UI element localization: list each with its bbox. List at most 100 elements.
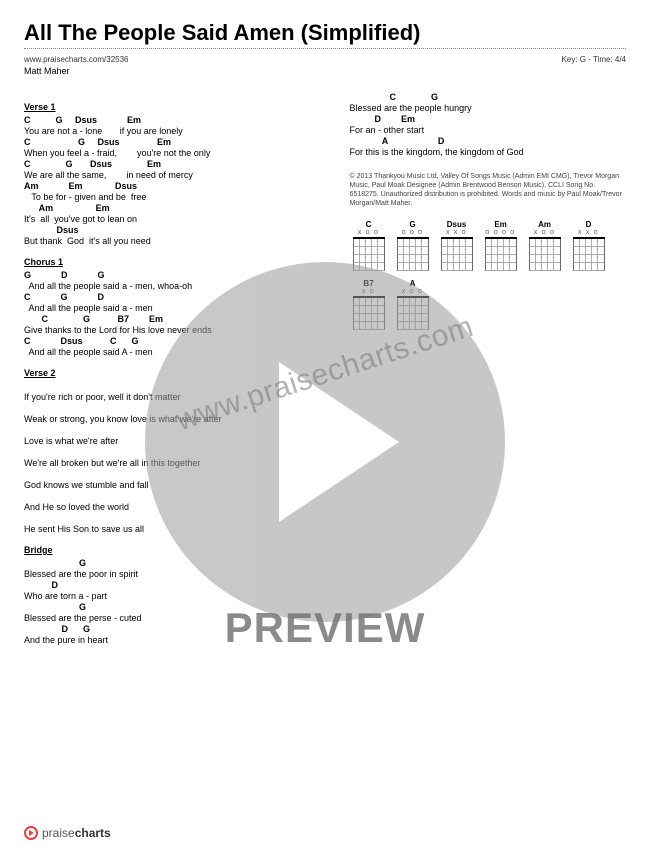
chord-name: Em — [482, 220, 520, 229]
lyric-text: Love is what we're after — [24, 436, 118, 446]
chord-diagram: CX O O — [350, 220, 388, 273]
lyric-line: C GBlessed are the people hungry — [350, 92, 626, 114]
lyric-text: God knows we stumble and fall — [24, 480, 149, 490]
lyric-text: And all the people said a - men — [24, 303, 153, 313]
lyric-text: Who are torn a - part — [24, 591, 107, 601]
lyric-line: D EmFor an - other start — [350, 114, 626, 136]
chord-fingering: X X O — [438, 230, 476, 236]
left-column: Verse 1C G Dsus EmYou are not a - lone i… — [24, 92, 330, 646]
chord-row: D — [24, 580, 58, 590]
fretboard — [441, 237, 473, 273]
chord-name: A — [394, 279, 432, 288]
lyric-line: C G D And all the people said a - men — [24, 292, 330, 314]
section-title: Bridge — [24, 545, 330, 555]
lyric-line: A DFor this is the kingdom, the kingdom … — [350, 136, 626, 158]
fretboard — [353, 237, 385, 273]
lyric-text: And all the people said a - men, whoa-oh — [24, 281, 192, 291]
right-column: C GBlessed are the people hungry D EmFor… — [350, 92, 626, 646]
chord-fingering: O O O O — [482, 230, 520, 236]
lyric-line: Am Em Dsus To be for - given and be free — [24, 181, 330, 203]
lyric-line: Love is what we're after — [24, 425, 330, 447]
lyric-text: You are not a - lone if you are lonely — [24, 126, 183, 136]
chord-diagram: AmX O O — [526, 220, 564, 273]
chord-row: A D — [350, 136, 445, 146]
footer-brand: praisecharts — [24, 826, 111, 840]
chord-name: Dsus — [438, 220, 476, 229]
lyric-line: D GAnd the pure in heart — [24, 624, 330, 646]
section-title: Verse 1 — [24, 102, 330, 112]
chord-name: C — [350, 220, 388, 229]
chord-fingering: X X O — [570, 230, 608, 236]
fretboard — [397, 296, 429, 332]
chord-fingering: X O — [350, 289, 388, 295]
fretboard — [485, 237, 517, 273]
fretboard — [529, 237, 561, 273]
chord-fingering: X O O — [394, 289, 432, 295]
key-time: Key: G · Time: 4/4 — [562, 55, 626, 64]
lyric-text: Blessed are the poor in spirit — [24, 569, 138, 579]
chord-row: Am Em Dsus — [24, 181, 137, 191]
chord-diagram: DX X O — [570, 220, 608, 273]
lyric-text: Give thanks to the Lord for His love nev… — [24, 325, 212, 335]
chord-row: C G Dsus Em — [24, 137, 171, 147]
chord-row: Am Em — [24, 203, 110, 213]
fretboard — [353, 296, 385, 332]
fretboard — [573, 237, 605, 273]
lyric-line: He sent His Son to save us all — [24, 513, 330, 535]
fretboard — [397, 237, 429, 273]
lyric-text: To be for - given and be free — [24, 192, 146, 202]
section-title: Verse 2 — [24, 368, 330, 378]
artist-name: Matt Maher — [24, 66, 626, 76]
divider — [24, 48, 626, 49]
chord-diagram: EmO O O O — [482, 220, 520, 273]
lyric-line: DsusBut thank God it's all you need — [24, 225, 330, 247]
chord-name: D — [570, 220, 608, 229]
lyric-line: G D G And all the people said a - men, w… — [24, 270, 330, 292]
lyric-line: God knows we stumble and fall — [24, 469, 330, 491]
lyric-text: And He so loved the world — [24, 502, 129, 512]
lyric-text: We are all the same, in need of mercy — [24, 170, 193, 180]
chord-fingering: X O O — [526, 230, 564, 236]
chord-row: C G Dsus Em — [24, 159, 161, 169]
chord-row: C G Dsus Em — [24, 115, 141, 125]
lyric-text: For an - other start — [350, 125, 425, 135]
lyric-line: C Dsus C G And all the people said A - m… — [24, 336, 330, 358]
chord-row: C G — [350, 92, 439, 102]
lyric-text: And the pure in heart — [24, 635, 108, 645]
lyric-line: DWho are torn a - part — [24, 580, 330, 602]
chord-diagram: G O O O — [394, 220, 432, 273]
chord-row: G D G — [24, 270, 105, 280]
chord-name: G — [394, 220, 432, 229]
chord-name: B7 — [350, 279, 388, 288]
chord-diagram: B7X O — [350, 279, 388, 332]
lyric-text: And all the people said A - men — [24, 347, 153, 357]
lyric-text: If you're rich or poor, well it don't ma… — [24, 392, 181, 402]
source-url: www.praisecharts.com/32536 — [24, 55, 129, 64]
copyright-text: © 2013 Thankyou Music Ltd, Valley Of Son… — [350, 172, 626, 208]
chord-row: C Dsus C G — [24, 336, 139, 346]
play-icon — [24, 826, 38, 840]
lyric-text: Blessed are the perse - cuted — [24, 613, 142, 623]
lyric-text: It's all you've got to lean on — [24, 214, 137, 224]
song-title: All The People Said Amen (Simplified) — [24, 20, 626, 46]
lyric-line: We're all broken but we're all in this t… — [24, 447, 330, 469]
chord-row: C G B7 Em — [24, 314, 163, 324]
lyric-line: C G Dsus EmYou are not a - lone if you a… — [24, 115, 330, 137]
chord-row: G — [24, 602, 86, 612]
lyric-text: But thank God it's all you need — [24, 236, 151, 246]
chord-fingering: X O O — [350, 230, 388, 236]
lyric-line: C G Dsus EmWhen you feel a - fraid, you'… — [24, 137, 330, 159]
chord-row: C G D — [24, 292, 104, 302]
chord-diagram: DsusX X O — [438, 220, 476, 273]
section-title: Chorus 1 — [24, 257, 330, 267]
chord-row: D G — [24, 624, 90, 634]
lyric-text: Blessed are the people hungry — [350, 103, 472, 113]
chord-row: D Em — [350, 114, 416, 124]
chord-row: Dsus — [24, 225, 79, 235]
chord-name: Am — [526, 220, 564, 229]
lyric-line: If you're rich or poor, well it don't ma… — [24, 381, 330, 403]
chord-diagram: AX O O — [394, 279, 432, 332]
chord-row: G — [24, 558, 86, 568]
lyric-line: And He so loved the world — [24, 491, 330, 513]
lyric-line: Weak or strong, you know love is what we… — [24, 403, 330, 425]
